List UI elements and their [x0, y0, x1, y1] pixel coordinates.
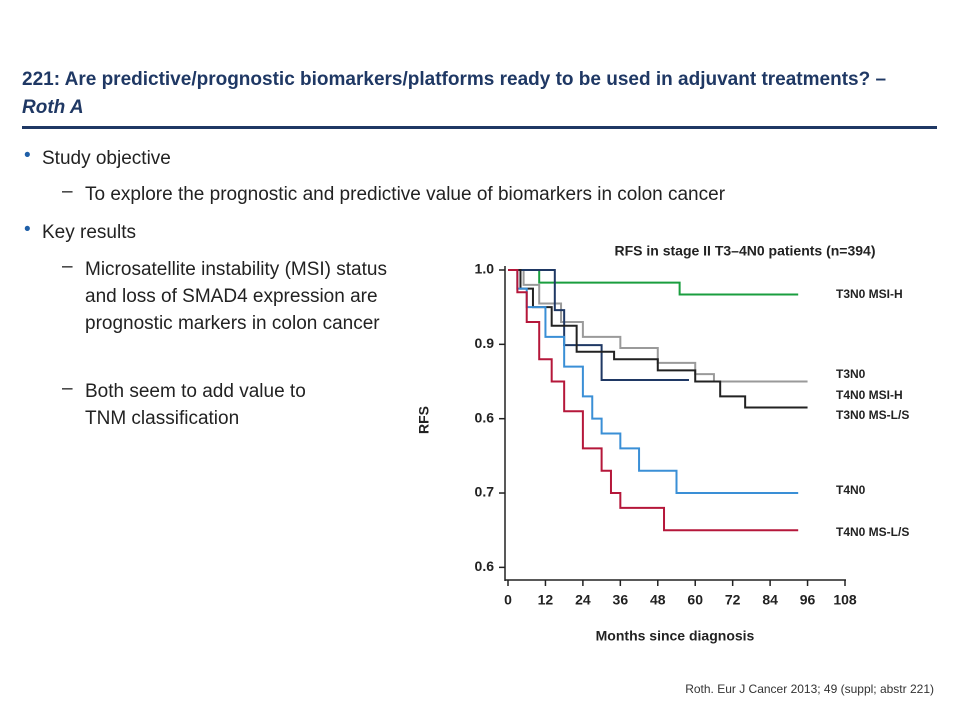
y-tick-label: 0.6 — [475, 409, 495, 425]
x-tick-label: 48 — [650, 592, 666, 608]
footer: Roth. Eur J Cancer 2013; 49 (suppl; abst… — [685, 682, 934, 696]
x-tick-label: 24 — [575, 592, 591, 608]
x-tick-label: 108 — [833, 592, 857, 608]
y-tick-label: 0.7 — [475, 484, 495, 500]
x-tick-label: 72 — [725, 592, 741, 608]
series-label: T3N0 — [836, 367, 866, 381]
x-tick-label: 36 — [613, 592, 629, 608]
x-tick-label: 12 — [538, 592, 554, 608]
sub-bullet: To explore the prognostic and predictive… — [85, 184, 726, 205]
y-tick-label: 0.6 — [475, 558, 495, 574]
series-label: T3N0 MSI-H — [836, 287, 903, 301]
chart-title: RFS in stage II T3–4N0 patients (n=394) — [614, 243, 875, 259]
bullet: Study objective — [42, 148, 171, 169]
slide-title: 221: Are predictive/prognostic biomarker… — [22, 66, 922, 122]
title-text: 221: Are predictive/prognostic biomarker… — [22, 69, 887, 90]
bullet: Key results — [42, 222, 136, 243]
series-label: T3N0 MS-L/S — [836, 408, 909, 422]
sub-bullet: Both seem to add value to TNM classifica… — [85, 381, 306, 429]
title-author: Roth A — [22, 97, 84, 118]
sub-dash: – — [62, 256, 73, 277]
title-rule — [22, 126, 937, 129]
km-curve — [508, 269, 689, 382]
bullet-dot: • — [24, 219, 31, 240]
x-tick-label: 60 — [687, 592, 703, 608]
km-curve — [508, 269, 808, 409]
x-tick-label: 84 — [762, 592, 778, 608]
y-tick-label: 0.9 — [475, 335, 495, 351]
x-tick-label: 96 — [800, 592, 816, 608]
series-label: T4N0 — [836, 483, 866, 497]
series-label: T4N0 MS-L/S — [836, 525, 909, 539]
sub-dash: – — [62, 378, 73, 399]
km-curve — [508, 269, 799, 296]
sub-dash: – — [62, 181, 73, 202]
km-curve — [508, 269, 799, 532]
bullet-dot: • — [24, 145, 31, 166]
sub-bullet: Microsatellite instability (MSI) status … — [85, 259, 387, 334]
y-axis-label: RFS — [416, 406, 432, 434]
x-axis-label: Months since diagnosis — [596, 628, 755, 644]
series-label: T4N0 MSI-H — [836, 388, 903, 402]
y-tick-label: 1.0 — [475, 261, 495, 277]
x-tick-label: 0 — [504, 592, 512, 608]
km-curve — [508, 269, 808, 383]
